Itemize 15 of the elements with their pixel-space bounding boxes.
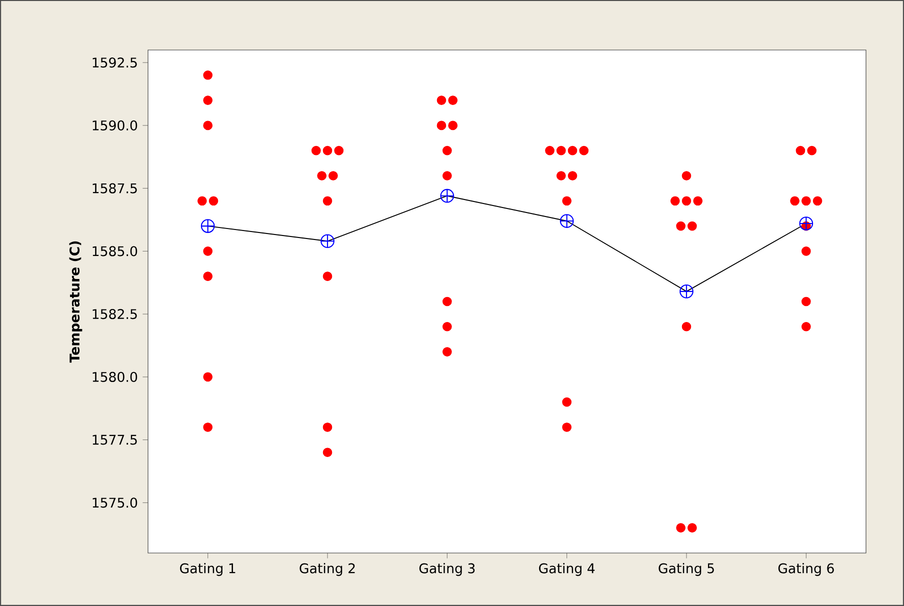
y-tick-label: 1587.5 [92, 183, 137, 194]
y-tick-label: 1590.0 [92, 120, 138, 130]
y-tick-label: 1582.5 [92, 309, 137, 320]
x-tick-label: Gating 4 [539, 563, 595, 576]
y-tick-label: 1575.0 [92, 498, 138, 508]
x-tick-label: Gating 6 [778, 563, 834, 576]
y-tick-label: 1592.5 [92, 58, 137, 68]
y-tick-label: 1580.0 [92, 372, 138, 382]
x-tick-label: Gating 5 [658, 563, 714, 576]
y-tick-label: 1577.5 [92, 434, 137, 445]
x-tick-label: Gating 1 [180, 563, 236, 576]
x-tick-label: Gating 3 [419, 563, 475, 576]
y-tick-label: 1585.0 [92, 246, 138, 256]
x-tick-label: Gating 2 [300, 563, 355, 576]
y-axis-title: Temperature (C) [69, 241, 82, 363]
